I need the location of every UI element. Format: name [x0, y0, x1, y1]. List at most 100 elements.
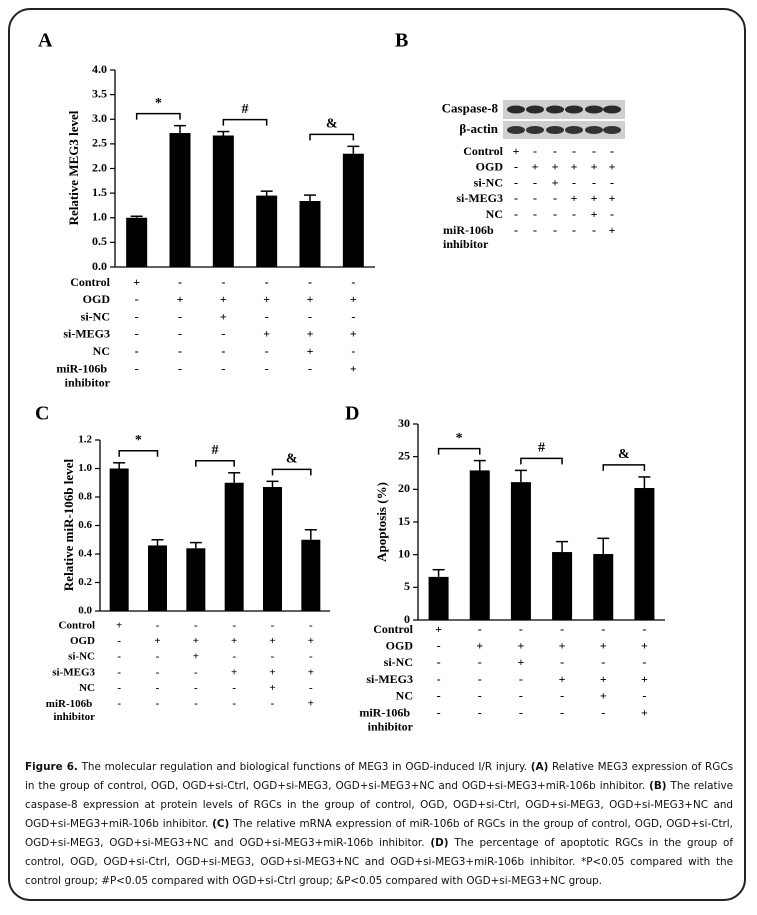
row-label: si-NC [81, 309, 110, 323]
sign: - [519, 705, 523, 719]
sign: - [135, 361, 139, 375]
y-tick-label: 0 [404, 612, 410, 626]
row-label: NC [93, 344, 110, 358]
caption: Figure 6. The molecular regulation and b… [25, 758, 733, 891]
sign: - [514, 223, 518, 237]
y-tick-label: 15 [398, 514, 410, 528]
sign: - [592, 175, 596, 189]
sign: + [591, 191, 598, 205]
sign: + [609, 223, 616, 237]
sign: + [641, 705, 648, 719]
sign: - [572, 144, 576, 158]
sign: - [519, 672, 523, 686]
row-label: miR-106b inhibitor [56, 361, 110, 389]
y-tick-label: 2.0 [92, 160, 107, 174]
sign: - [232, 682, 236, 694]
sign: + [532, 160, 539, 174]
significance-label: & [618, 447, 630, 462]
y-axis-title: Relative miR-106b level [61, 459, 76, 592]
sign: - [309, 682, 313, 694]
sign: - [437, 689, 441, 703]
bar [593, 554, 614, 620]
sign: + [600, 638, 607, 652]
row-label: Control [59, 620, 95, 632]
sign: + [350, 292, 357, 306]
sign: + [220, 309, 227, 323]
band-label: β-actin [459, 121, 498, 136]
sign: - [478, 655, 482, 669]
caption-text: The molecular regulation and biological … [77, 761, 531, 773]
sign: + [552, 175, 559, 189]
significance-label: # [538, 441, 545, 456]
blot-band [526, 126, 544, 134]
row-label: NC [486, 207, 503, 221]
sign: - [514, 175, 518, 189]
row-label: miR-106b inhibitor [359, 705, 413, 733]
sign: + [641, 638, 648, 652]
sign: - [437, 705, 441, 719]
sign: + [435, 622, 442, 636]
sign: - [533, 175, 537, 189]
sign: - [478, 705, 482, 719]
sign: - [135, 327, 139, 341]
sign: + [269, 635, 275, 647]
sign: - [519, 689, 523, 703]
sign: - [178, 275, 182, 289]
row-label: si-NC [384, 655, 413, 669]
sign: + [308, 666, 314, 678]
caption-text: The percentage of apoptotic RGCs in the … [25, 837, 733, 887]
sign: - [156, 620, 160, 632]
sign: - [232, 651, 236, 663]
sign: - [271, 651, 275, 663]
caption-bold: Figure 6. [25, 761, 78, 773]
row-label: NC [396, 689, 413, 703]
sign: + [177, 292, 184, 306]
panel-label: C [35, 403, 49, 425]
sign: - [610, 175, 614, 189]
y-tick-label: 0.2 [78, 576, 92, 588]
sign: - [601, 655, 605, 669]
sign: - [156, 698, 160, 710]
sign: + [133, 275, 140, 289]
significance-bracket [437, 447, 481, 455]
significance-bracket [135, 112, 181, 120]
sign: - [351, 275, 355, 289]
blot-band [603, 105, 621, 114]
row-label: OGD [476, 160, 504, 174]
sign: + [263, 327, 270, 341]
sign: - [271, 698, 275, 710]
sign: - [478, 672, 482, 686]
blot-band [603, 126, 621, 134]
sign: - [478, 689, 482, 703]
bar [256, 195, 278, 267]
significance-bracket [195, 460, 235, 467]
figure-frame [8, 8, 746, 901]
sign: - [533, 223, 537, 237]
sign: + [220, 292, 227, 306]
sign: + [350, 361, 357, 375]
sign: - [309, 651, 313, 663]
blot-band [585, 126, 603, 134]
sign: + [513, 144, 520, 158]
sign: + [231, 635, 237, 647]
sign: - [309, 620, 313, 632]
sign: - [178, 344, 182, 358]
significance-bracket [602, 464, 646, 471]
sign: + [116, 620, 122, 632]
sign: - [592, 223, 596, 237]
y-tick-label: 0.5 [92, 234, 107, 248]
row-label: OGD [386, 638, 414, 652]
blot-band [526, 105, 544, 114]
panel-label: A [38, 30, 53, 52]
bar [510, 482, 531, 620]
blot-band [507, 105, 525, 114]
row-label: Control [70, 275, 110, 289]
sign: - [117, 651, 121, 663]
sign: - [437, 672, 441, 686]
caption-bold: (A) [530, 761, 549, 773]
sign: - [265, 344, 269, 358]
caption-text: Relative MEG3 expression of RGCs in the … [25, 761, 733, 792]
bar [224, 482, 244, 611]
sign: - [560, 622, 564, 636]
sign: - [437, 638, 441, 652]
